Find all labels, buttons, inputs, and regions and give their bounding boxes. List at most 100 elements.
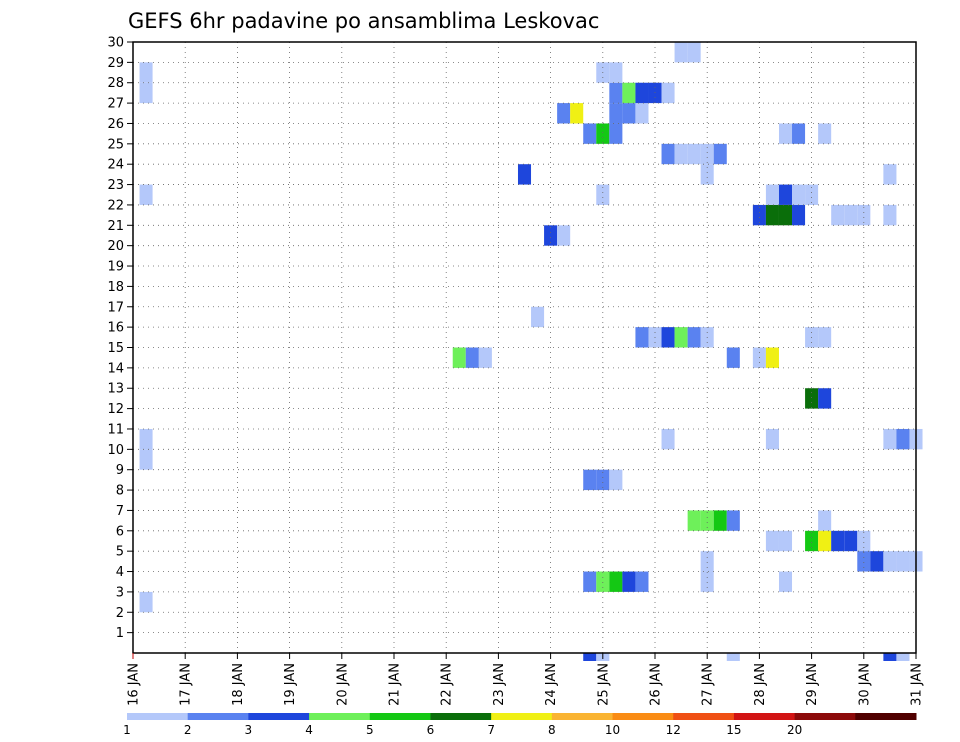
heatmap-cell — [818, 388, 832, 409]
colorbar-label: 6 — [427, 723, 435, 737]
heatmap-cell — [557, 225, 571, 246]
heatmap-cell — [622, 82, 636, 104]
colorbar-label: 12 — [666, 723, 681, 737]
colorbar-label: 5 — [366, 723, 374, 737]
x-tick-label: 17 JAN — [179, 663, 194, 706]
colorbar-label: 2 — [184, 723, 192, 737]
heatmap-cell — [765, 347, 779, 368]
heatmap-cell — [883, 428, 897, 450]
x-tick-label: 18 JAN — [231, 663, 246, 706]
heatmap-cell — [583, 653, 597, 661]
y-tick-label: 12 — [107, 402, 124, 417]
y-tick-label: 13 — [107, 382, 124, 397]
heatmap-cell — [857, 204, 871, 226]
heatmap-cell — [609, 469, 623, 491]
colorbar-swatch — [612, 713, 674, 720]
heatmap-cell — [661, 327, 675, 348]
heatmap-cell — [661, 82, 675, 104]
x-tick-label: 21 JAN — [388, 663, 403, 706]
y-tick-label: 17 — [107, 300, 124, 315]
heatmap-cell — [674, 143, 688, 165]
y-tick-label: 18 — [107, 280, 124, 295]
heatmap-cell — [792, 204, 806, 226]
heatmap-cell — [726, 653, 740, 661]
heatmap-cell — [687, 510, 701, 531]
heatmap-cell — [687, 143, 701, 165]
heatmap-cell — [609, 103, 623, 124]
heatmap-cell — [857, 551, 871, 572]
heatmap-cell — [805, 184, 819, 205]
heatmap-cell — [531, 306, 545, 328]
heatmap-cell — [883, 551, 897, 572]
heatmap-cell — [844, 204, 858, 226]
colorbar-swatch — [430, 713, 492, 720]
y-tick-label: 4 — [116, 565, 124, 580]
heatmap-cell — [465, 347, 479, 368]
heatmap-cell — [857, 530, 871, 552]
x-tick-label: 26 JAN — [649, 663, 664, 706]
heatmap-cell — [635, 571, 649, 592]
heatmap-cell — [792, 184, 806, 205]
y-tick-label: 10 — [107, 443, 124, 458]
heatmap-cell — [805, 530, 819, 552]
y-tick-label: 11 — [107, 422, 124, 437]
heatmap-cell — [792, 123, 806, 144]
y-tick-label: 29 — [107, 56, 124, 71]
heatmap-cell — [883, 164, 897, 185]
heatmap-cell — [700, 551, 714, 572]
heatmap-cell — [570, 103, 584, 124]
x-tick-label: 28 JAN — [753, 663, 768, 706]
heatmap-cell — [583, 571, 597, 592]
heatmap-cell — [661, 428, 675, 450]
heatmap-cell — [596, 469, 610, 491]
x-tick-label: 19 JAN — [283, 663, 298, 706]
heatmap-cell — [139, 82, 153, 104]
heatmap-cell — [700, 164, 714, 185]
heatmap-cell — [765, 184, 779, 205]
heatmap-cell — [635, 82, 649, 104]
x-tick-label: 16 JAN — [127, 663, 142, 706]
heatmap-cell — [870, 551, 884, 572]
colorbar-swatch — [551, 713, 614, 720]
y-tick-label: 30 — [107, 36, 124, 51]
heatmap-cell — [831, 530, 845, 552]
heatmap-cell — [635, 103, 649, 124]
heatmap-cell — [609, 571, 623, 592]
heatmap-cell — [896, 428, 910, 450]
y-axis: 1234567891011121314151617181920212223242… — [107, 36, 133, 641]
heatmap-cell — [139, 62, 153, 83]
y-tick-label: 2 — [116, 606, 124, 621]
heatmap-cell — [752, 204, 766, 226]
y-tick-label: 21 — [107, 219, 124, 234]
heatmap-cell — [700, 143, 714, 165]
colorbar-label: 15 — [726, 723, 741, 737]
x-tick-label: 23 JAN — [492, 663, 507, 706]
y-tick-label: 20 — [107, 239, 124, 254]
heatmap-cell — [700, 510, 714, 531]
heatmap-cell — [609, 123, 623, 144]
y-tick-label: 23 — [107, 178, 124, 193]
y-tick-label: 28 — [107, 76, 124, 91]
x-tick-label: 30 JAN — [857, 663, 872, 706]
heatmap-cell — [622, 103, 636, 124]
heatmap-cell — [609, 62, 623, 83]
y-tick-label: 19 — [107, 260, 124, 275]
x-tick-label: 29 JAN — [805, 663, 820, 706]
heatmap-cell — [596, 571, 610, 592]
colorbar-swatch — [248, 713, 310, 720]
colorbar-swatch — [187, 713, 249, 720]
heatmap-cell — [778, 204, 793, 226]
colorbar-label: 1 — [123, 723, 131, 737]
y-tick-label: 26 — [107, 117, 124, 132]
y-tick-label: 15 — [107, 341, 124, 356]
heatmap-cell — [139, 449, 153, 470]
y-tick-label: 24 — [107, 158, 124, 173]
heatmap-cell — [557, 103, 571, 124]
heatmap-cell — [844, 530, 858, 552]
heatmap-cell — [544, 225, 558, 246]
y-tick-label: 5 — [116, 545, 124, 560]
heatmap-cell — [700, 571, 714, 592]
x-tick-label: 25 JAN — [596, 663, 611, 706]
heatmap-cell — [687, 42, 701, 63]
heatmap-cell — [583, 469, 597, 491]
